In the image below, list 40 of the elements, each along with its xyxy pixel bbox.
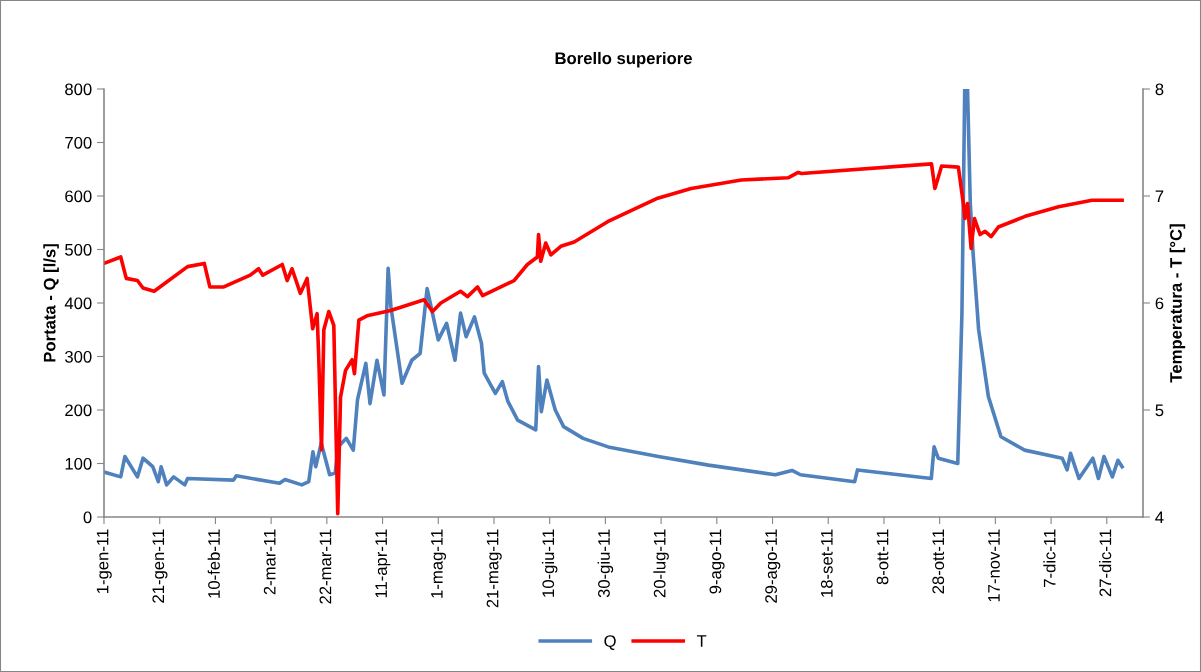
y-tick-label: 400 <box>64 297 92 310</box>
x-tick-label: 1-gen-11 <box>96 529 112 594</box>
y2-tick-label: 6 <box>1155 297 1164 310</box>
x-tick-label: 10-feb-11 <box>207 529 220 598</box>
x-tick-label: 17-nov-11 <box>988 529 1000 602</box>
y2-tick-label: 7 <box>1155 190 1164 203</box>
y-tick-label: 200 <box>65 404 92 417</box>
x-tick-label: 29-ago-11 <box>765 529 781 603</box>
x-tick-label: 2-mar-11 <box>263 529 276 595</box>
x-tick-label: 27-dic-11 <box>1099 529 1112 597</box>
legend-label: Q <box>604 635 616 650</box>
x-tick-label: 21-mag-11 <box>486 529 502 608</box>
line-series <box>104 89 1124 487</box>
y-tick-label: 300 <box>65 350 92 363</box>
y2-axis-title: Temperatura - T [°C] <box>1169 224 1186 383</box>
y-tick-label: 700 <box>65 136 92 149</box>
x-tick-label: 21-gen-11 <box>152 529 168 603</box>
y-tick-label: 100 <box>65 457 92 470</box>
legend-label: T <box>696 635 707 647</box>
x-tick-label: 1-mag-11 <box>431 529 447 598</box>
x-tick-label: 22-mar-11 <box>319 529 332 604</box>
y-tick-label: 0 <box>83 511 92 524</box>
x-tick-label: 28-ott-11 <box>932 529 945 594</box>
y2-tick-label: 8 <box>1155 83 1164 96</box>
y-axis-title: Portata - Q [l/s] <box>43 244 59 362</box>
x-tick-label: 18-set-11 <box>820 529 833 597</box>
line-series <box>104 162 1124 516</box>
y2-tick-label: 5 <box>1155 404 1164 417</box>
x-tick-label: 7-dic-11 <box>1043 529 1056 587</box>
x-tick-label: 10-giu-11 <box>541 529 558 597</box>
x-tick-label: 8-ott-11 <box>876 529 889 585</box>
x-tick-label: 30-giu-11 <box>597 529 614 598</box>
x-tick-label: 9-ago-11 <box>709 529 725 594</box>
y2-tick-label: 4 <box>1155 511 1164 524</box>
y-tick-label: 600 <box>65 190 92 203</box>
y-tick-label: 800 <box>65 83 92 96</box>
x-tick-label: 11-apr-11 <box>375 529 391 598</box>
chart-title: Borello superiore <box>555 51 692 68</box>
x-tick-label: 20-lug-11 <box>653 529 669 598</box>
y-tick-label: 500 <box>65 243 92 256</box>
